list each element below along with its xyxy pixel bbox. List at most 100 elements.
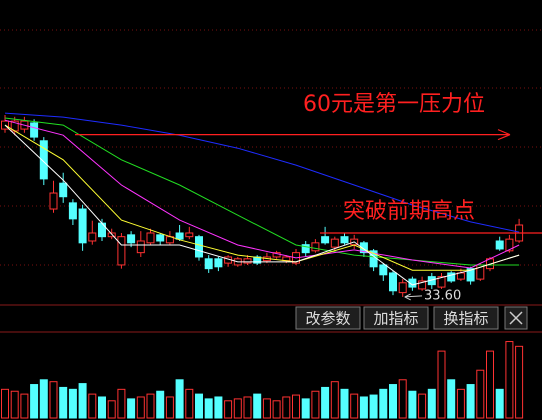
toolbar-button-label[interactable]: 换指标 (443, 310, 488, 328)
low-arrow (404, 293, 423, 301)
candle-body (214, 258, 223, 268)
toolbar-button[interactable] (363, 306, 429, 330)
candle-body (379, 264, 388, 276)
volume-bar (495, 388, 504, 419)
candle-body (59, 182, 68, 198)
volume-bar (185, 388, 194, 419)
volume-bar (486, 350, 494, 419)
volume-bar (136, 396, 145, 419)
volume-bar (340, 388, 349, 419)
volume-bar (456, 388, 465, 419)
candle-body (495, 240, 504, 250)
candle-body (195, 236, 203, 258)
volume-bar (20, 393, 29, 419)
volume-bar (505, 341, 514, 419)
candle-body (447, 272, 456, 282)
candle-body (68, 202, 77, 220)
volume-bar (437, 350, 446, 419)
level-arrowhead (497, 129, 511, 141)
candle-body (311, 242, 320, 252)
volume-bar (321, 386, 330, 419)
volume-bar (49, 381, 58, 419)
volume-bar (292, 394, 300, 419)
candle-body (30, 122, 39, 138)
candle-body (78, 208, 87, 244)
volume-bar (359, 396, 368, 419)
volume-bar (253, 393, 262, 419)
volume-bar (476, 369, 485, 419)
candle-body (456, 272, 465, 280)
volume-bar (10, 390, 19, 419)
volume-bar (515, 345, 524, 419)
moving-average (4, 112, 520, 233)
candle-body (340, 236, 349, 244)
level-annotation: 60元是第一压力位 (303, 92, 485, 117)
volume-bar (233, 398, 242, 419)
candle-body (408, 278, 417, 288)
toolbar-button-label[interactable]: 加指标 (373, 310, 418, 328)
volume-bar (88, 393, 97, 419)
toolbar-button[interactable] (433, 306, 499, 330)
volume-bar (68, 388, 77, 419)
candle-body (127, 234, 136, 244)
candle-body (321, 236, 330, 244)
candle-body (136, 240, 145, 254)
candle-body (204, 258, 213, 270)
volume-bar (204, 398, 213, 419)
volume-bar (408, 390, 417, 419)
moving-average (4, 117, 520, 266)
volume-bar (117, 388, 126, 419)
candle-body (330, 238, 339, 248)
moving-average (4, 119, 520, 269)
volume-bar (379, 388, 388, 419)
candle-body (418, 280, 427, 290)
volume-bar (98, 396, 106, 419)
volume-bar (447, 379, 456, 419)
candle-body (39, 140, 48, 180)
moving-average (4, 124, 520, 286)
volume-bar (350, 393, 359, 419)
candle-body (146, 232, 155, 244)
candle-body (49, 192, 58, 210)
candle-body (185, 232, 194, 238)
candle-body (398, 282, 407, 294)
volume-bar (195, 393, 203, 419)
volume-bar (282, 396, 291, 419)
volume-bar (262, 398, 271, 419)
volume-bar (224, 400, 233, 419)
volume-bar (427, 388, 436, 419)
volume-bar (369, 394, 378, 419)
toolbar-button-label[interactable]: 改参数 (305, 310, 350, 328)
volume-bar (418, 393, 427, 419)
candle-body (156, 234, 165, 242)
volume-bar (156, 390, 165, 419)
level-annotation: 突破前期高点 (343, 199, 475, 224)
moving-average (4, 124, 520, 271)
volume-bar (146, 393, 155, 419)
volume-bar (175, 379, 184, 419)
volume-bar (389, 384, 397, 419)
volume-bar (107, 400, 116, 419)
low-label: 33.60 (424, 288, 461, 303)
candle-body (466, 268, 475, 282)
toolbar-button[interactable] (295, 306, 361, 330)
candle-body (117, 236, 126, 266)
volume-bar (301, 398, 310, 419)
volume-bar (127, 398, 136, 419)
volume-bar (466, 384, 475, 419)
candle-body (98, 222, 106, 238)
volume-bar (39, 379, 48, 419)
volume-bar (398, 379, 407, 419)
volume-bar (311, 390, 320, 419)
candle-body (301, 244, 310, 254)
volume-bar (78, 383, 87, 419)
toolbar: 改参数 加指标 换指标 (295, 306, 499, 330)
volume-bar (214, 396, 223, 419)
volume-bar (30, 384, 39, 419)
candle-body (175, 232, 184, 240)
close-icon[interactable] (509, 311, 523, 325)
candle-body (505, 238, 514, 252)
close-button[interactable] (504, 306, 528, 330)
volume-bar (330, 381, 339, 419)
